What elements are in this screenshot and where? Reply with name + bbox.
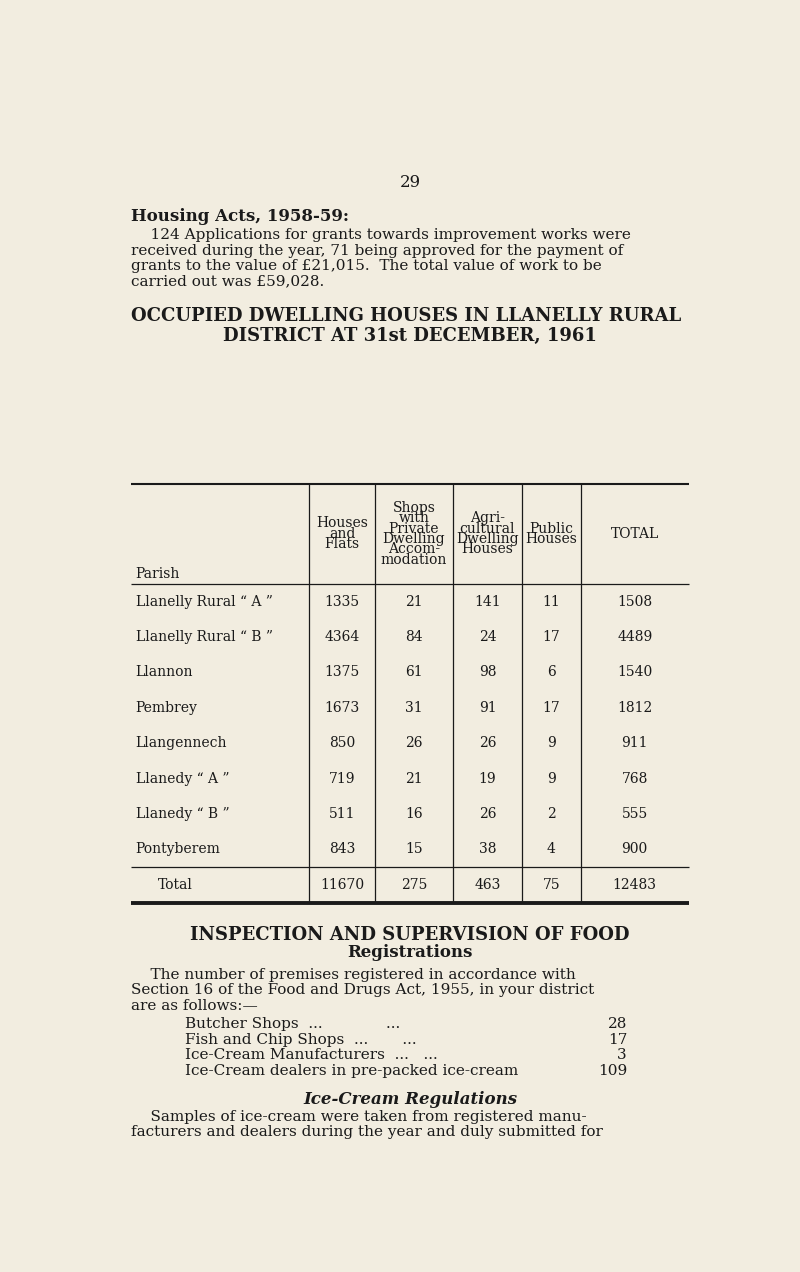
Text: grants to the value of £21,015.  The total value of work to be: grants to the value of £21,015. The tota… <box>131 259 602 273</box>
Text: Shops: Shops <box>393 501 435 515</box>
Text: Fish and Chip Shops  ...       ...: Fish and Chip Shops ... ... <box>186 1033 417 1047</box>
Text: carried out was £59,028.: carried out was £59,028. <box>131 275 324 289</box>
Text: 17: 17 <box>542 630 560 644</box>
Text: Housing Acts, 1958-59:: Housing Acts, 1958-59: <box>131 209 349 225</box>
Text: 511: 511 <box>329 806 355 820</box>
Text: 141: 141 <box>474 594 501 608</box>
Text: 6: 6 <box>547 665 556 679</box>
Text: Registrations: Registrations <box>347 944 473 962</box>
Text: Houses: Houses <box>316 516 368 530</box>
Text: Flats: Flats <box>325 537 360 551</box>
Text: 1540: 1540 <box>617 665 652 679</box>
Text: 16: 16 <box>405 806 422 820</box>
Text: 843: 843 <box>329 842 355 856</box>
Text: 28: 28 <box>608 1018 627 1032</box>
Text: INSPECTION AND SUPERVISION OF FOOD: INSPECTION AND SUPERVISION OF FOOD <box>190 926 630 944</box>
Text: 9: 9 <box>547 736 556 750</box>
Text: 91: 91 <box>478 701 496 715</box>
Text: modation: modation <box>381 553 447 567</box>
Text: received during the year, 71 being approved for the payment of: received during the year, 71 being appro… <box>131 243 623 257</box>
Text: Llanedy “ B ”: Llanedy “ B ” <box>136 806 230 820</box>
Text: 12483: 12483 <box>613 878 657 892</box>
Text: 555: 555 <box>622 806 648 820</box>
Text: 17: 17 <box>608 1033 627 1047</box>
Text: 29: 29 <box>399 174 421 191</box>
Text: 98: 98 <box>478 665 496 679</box>
Text: Ice-Cream Manufacturers  ...   ...: Ice-Cream Manufacturers ... ... <box>186 1048 438 1062</box>
Text: 4489: 4489 <box>617 630 652 644</box>
Text: 31: 31 <box>405 701 422 715</box>
Text: are as follows:—: are as follows:— <box>131 999 258 1013</box>
Text: 9: 9 <box>547 772 556 786</box>
Text: Llannon: Llannon <box>136 665 193 679</box>
Text: 26: 26 <box>478 806 496 820</box>
Text: Private: Private <box>389 522 439 536</box>
Text: 21: 21 <box>405 594 422 608</box>
Text: 24: 24 <box>478 630 496 644</box>
Text: with: with <box>398 511 430 525</box>
Text: Section 16 of the Food and Drugs Act, 1955, in your district: Section 16 of the Food and Drugs Act, 19… <box>131 983 594 997</box>
Text: Houses: Houses <box>462 542 514 556</box>
Text: 26: 26 <box>405 736 422 750</box>
Text: 911: 911 <box>622 736 648 750</box>
Text: 850: 850 <box>329 736 355 750</box>
Text: TOTAL: TOTAL <box>610 527 659 541</box>
Text: 900: 900 <box>622 842 648 856</box>
Text: 19: 19 <box>478 772 496 786</box>
Text: 768: 768 <box>622 772 648 786</box>
Text: Samples of ice-cream were taken from registered manu-: Samples of ice-cream were taken from reg… <box>131 1109 586 1123</box>
Text: Ice-Cream dealers in pre-packed ice-cream: Ice-Cream dealers in pre-packed ice-crea… <box>186 1063 518 1077</box>
Text: 2: 2 <box>547 806 556 820</box>
Text: 1375: 1375 <box>325 665 360 679</box>
Text: 61: 61 <box>405 665 422 679</box>
Text: and: and <box>329 527 355 541</box>
Text: 4: 4 <box>547 842 556 856</box>
Text: 38: 38 <box>478 842 496 856</box>
Text: Total: Total <box>158 878 193 892</box>
Text: 84: 84 <box>405 630 422 644</box>
Text: 124 Applications for grants towards improvement works were: 124 Applications for grants towards impr… <box>131 228 631 242</box>
Text: Pembrey: Pembrey <box>136 701 198 715</box>
Text: Llangennech: Llangennech <box>136 736 227 750</box>
Text: cultural: cultural <box>460 522 515 536</box>
Text: Pontyberem: Pontyberem <box>136 842 221 856</box>
Text: 463: 463 <box>474 878 501 892</box>
Text: 11670: 11670 <box>320 878 364 892</box>
Text: 21: 21 <box>405 772 422 786</box>
Text: Houses: Houses <box>526 532 578 546</box>
Text: Parish: Parish <box>136 567 180 581</box>
Text: Agri-: Agri- <box>470 511 505 525</box>
Text: 719: 719 <box>329 772 355 786</box>
Text: 75: 75 <box>542 878 560 892</box>
Text: Ice-Cream Regulations: Ice-Cream Regulations <box>303 1091 517 1108</box>
Text: 15: 15 <box>405 842 422 856</box>
Text: 275: 275 <box>401 878 427 892</box>
Text: 3: 3 <box>618 1048 627 1062</box>
Text: facturers and dealers during the year and duly submitted for: facturers and dealers during the year an… <box>131 1126 603 1140</box>
Text: 11: 11 <box>542 594 560 608</box>
Text: 109: 109 <box>598 1063 627 1077</box>
Text: Dwelling: Dwelling <box>456 532 519 546</box>
Text: DISTRICT AT 31st DECEMBER, 1961: DISTRICT AT 31st DECEMBER, 1961 <box>223 327 597 345</box>
Text: Llanedy “ A ”: Llanedy “ A ” <box>136 772 229 786</box>
Text: 1508: 1508 <box>617 594 652 608</box>
Text: 1335: 1335 <box>325 594 360 608</box>
Text: 1812: 1812 <box>617 701 652 715</box>
Text: Llanelly Rural “ A ”: Llanelly Rural “ A ” <box>136 594 273 608</box>
Text: Public: Public <box>530 522 574 536</box>
Text: Llanelly Rural “ B ”: Llanelly Rural “ B ” <box>136 630 273 644</box>
Text: 26: 26 <box>478 736 496 750</box>
Text: Accom-: Accom- <box>388 542 440 556</box>
Text: Dwelling: Dwelling <box>382 532 445 546</box>
Text: OCCUPIED DWELLING HOUSES IN LLANELLY RURAL: OCCUPIED DWELLING HOUSES IN LLANELLY RUR… <box>131 307 682 324</box>
Text: 1673: 1673 <box>325 701 360 715</box>
Text: Butcher Shops  ...             ...: Butcher Shops ... ... <box>186 1018 401 1032</box>
Text: The number of premises registered in accordance with: The number of premises registered in acc… <box>131 968 576 982</box>
Text: 4364: 4364 <box>325 630 360 644</box>
Text: 17: 17 <box>542 701 560 715</box>
